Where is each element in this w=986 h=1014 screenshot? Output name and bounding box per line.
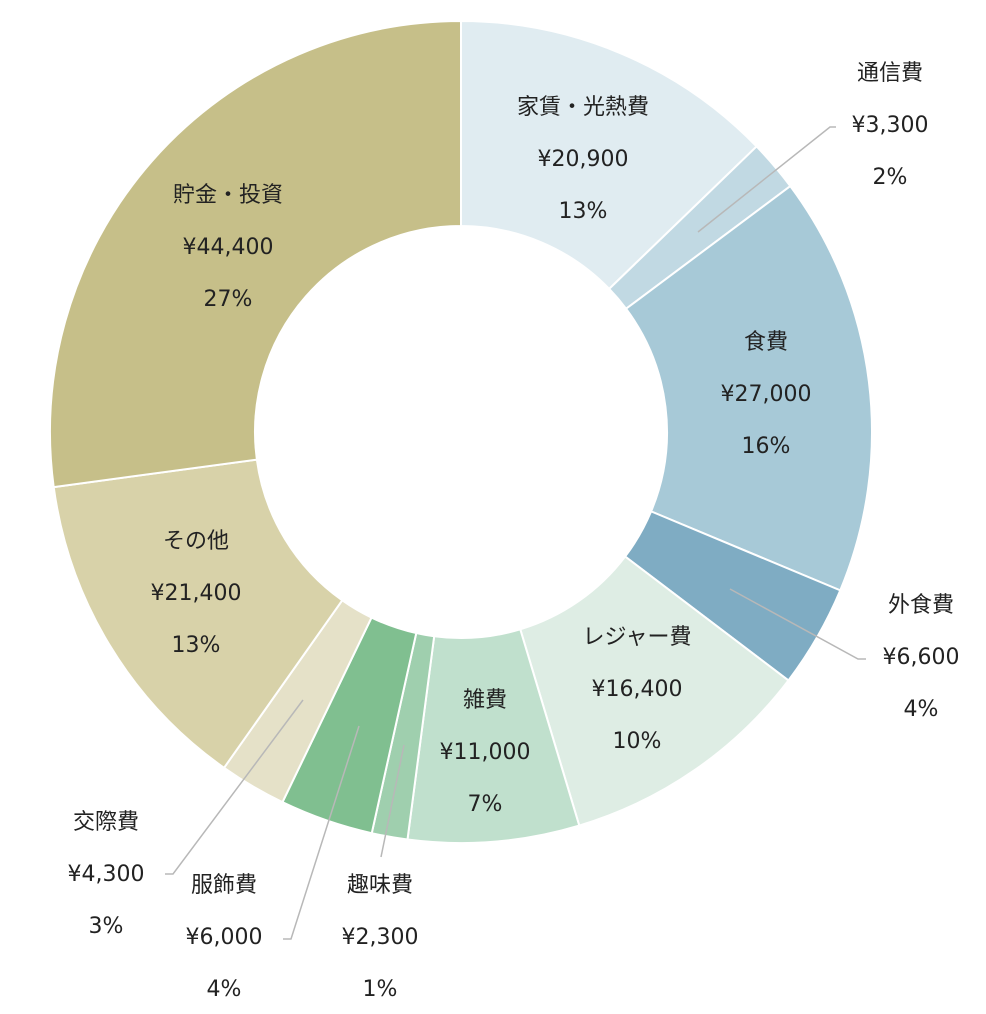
slice-labels: 家賃・光熱費 ¥20,900 13% 通信費 ¥3,300 2% 食費 ¥27,000 16% 外… <box>68 61 960 1002</box>
slice-label-name: 雑費 <box>463 688 507 713</box>
slice-label-percent: 4% <box>207 977 242 1002</box>
leader-line <box>697 126 836 233</box>
slice-label-name: 家賃・光熱費 <box>517 95 649 120</box>
slice-label-amount: ¥27,000 <box>721 382 812 407</box>
slice-label-percent: 13% <box>172 633 221 658</box>
slice-label-percent: 7% <box>468 792 503 817</box>
slice-label-percent: 1% <box>363 977 398 1002</box>
slice-label-percent: 10% <box>613 729 662 754</box>
slice-label-percent: 3% <box>89 914 124 939</box>
donut-slice <box>624 184 873 592</box>
slice-label-name: その他 <box>163 529 229 554</box>
slice-label-name: 食費 <box>744 330 788 355</box>
slice-label-amount: ¥3,300 <box>852 113 929 138</box>
slice-label-percent: 4% <box>904 697 939 722</box>
leader-line <box>729 588 866 660</box>
slice-label-percent: 27% <box>204 287 253 312</box>
slice-label-amount: ¥4,300 <box>68 862 145 887</box>
slice-label-percent: 2% <box>873 165 908 190</box>
donut-slice <box>519 555 790 827</box>
slice-label-amount: ¥6,600 <box>883 645 960 670</box>
slice-label-name: 外食費 <box>888 593 954 618</box>
slice-label-name: 趣味費 <box>347 873 413 898</box>
slice-label-amount: ¥2,300 <box>342 925 419 950</box>
slice-label-amount: ¥44,400 <box>183 235 274 260</box>
donut-slice <box>460 19 759 291</box>
slice-label-percent: 16% <box>742 434 791 459</box>
leader-line <box>380 744 405 858</box>
donut-slices <box>49 19 873 844</box>
slice-label-name: 貯金・投資 <box>173 183 283 208</box>
slice-label-amount: ¥11,000 <box>440 740 531 765</box>
slice-label-amount: ¥21,400 <box>151 581 242 606</box>
slice-label-amount: ¥16,400 <box>592 677 683 702</box>
slice-label-percent: 13% <box>559 199 608 224</box>
donut-slice <box>52 458 344 770</box>
leader-line <box>165 699 304 875</box>
slice-label-name: レジャー費 <box>583 625 692 650</box>
slice-label-amount: ¥6,000 <box>186 925 263 950</box>
slice-label-name: 通信費 <box>857 61 923 86</box>
slice-label-amount: ¥20,900 <box>538 147 629 172</box>
leader-lines <box>165 126 866 940</box>
slice-label-name: 交際費 <box>73 810 139 835</box>
donut-slice <box>49 19 462 489</box>
leader-line <box>283 725 360 940</box>
slice-label-name: 服飾費 <box>191 873 257 898</box>
